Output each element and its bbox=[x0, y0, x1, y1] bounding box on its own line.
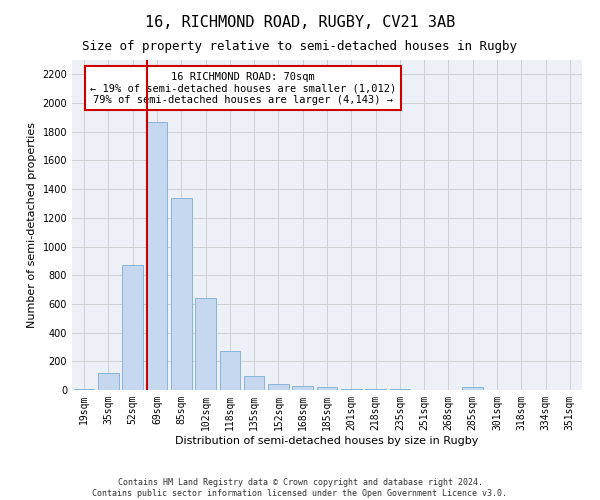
Bar bbox=[74, 388, 94, 390]
Text: Contains HM Land Registry data © Crown copyright and database right 2024.
Contai: Contains HM Land Registry data © Crown c… bbox=[92, 478, 508, 498]
Y-axis label: Number of semi-detached properties: Number of semi-detached properties bbox=[27, 122, 37, 328]
Bar bbox=[317, 387, 337, 390]
Bar bbox=[98, 373, 119, 390]
Text: 16, RICHMOND ROAD, RUGBY, CV21 3AB: 16, RICHMOND ROAD, RUGBY, CV21 3AB bbox=[145, 15, 455, 30]
Text: Size of property relative to semi-detached houses in Rugby: Size of property relative to semi-detach… bbox=[83, 40, 517, 53]
Bar bbox=[244, 376, 265, 390]
Bar bbox=[292, 386, 313, 390]
Bar bbox=[463, 387, 483, 390]
X-axis label: Distribution of semi-detached houses by size in Rugby: Distribution of semi-detached houses by … bbox=[175, 436, 479, 446]
Bar bbox=[195, 298, 216, 390]
Bar bbox=[365, 388, 386, 390]
Bar bbox=[122, 265, 143, 390]
Text: 16 RICHMOND ROAD: 70sqm
← 19% of semi-detached houses are smaller (1,012)
79% of: 16 RICHMOND ROAD: 70sqm ← 19% of semi-de… bbox=[90, 72, 396, 105]
Bar bbox=[146, 122, 167, 390]
Bar bbox=[341, 388, 362, 390]
Bar bbox=[220, 352, 240, 390]
Bar bbox=[268, 384, 289, 390]
Bar bbox=[171, 198, 191, 390]
